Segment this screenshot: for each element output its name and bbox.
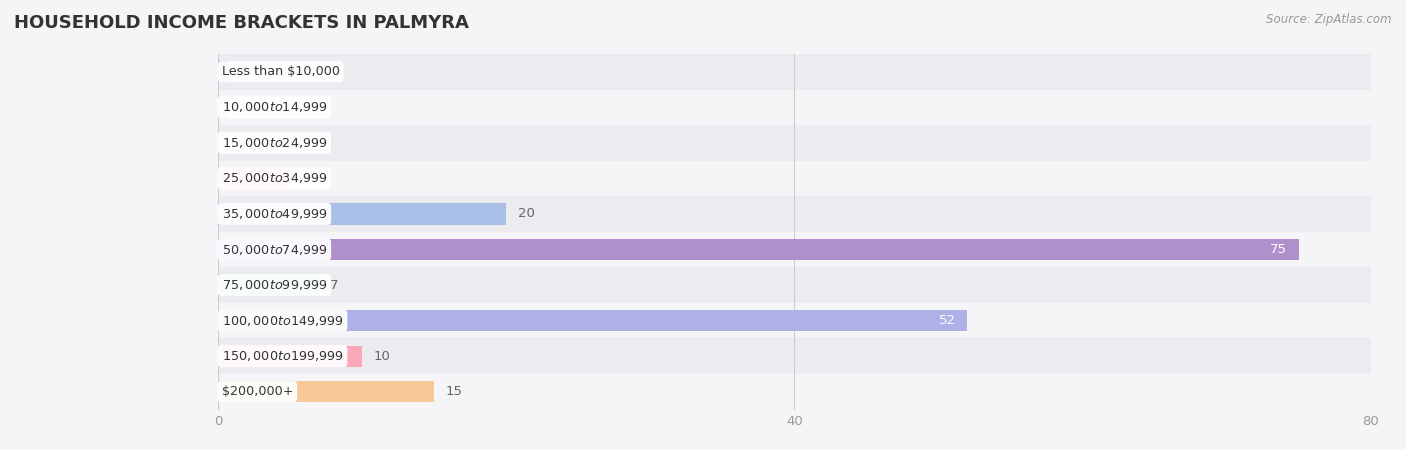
- Bar: [218, 346, 363, 367]
- Bar: [218, 338, 1371, 374]
- Text: 5: 5: [301, 172, 309, 185]
- Text: $15,000 to $24,999: $15,000 to $24,999: [222, 136, 328, 150]
- Bar: [218, 274, 319, 296]
- Bar: [218, 374, 1371, 410]
- Text: $100,000 to $149,999: $100,000 to $149,999: [222, 314, 343, 328]
- Text: 52: 52: [939, 314, 956, 327]
- Text: $25,000 to $34,999: $25,000 to $34,999: [222, 171, 328, 185]
- Bar: [218, 125, 1371, 161]
- Bar: [218, 310, 967, 331]
- Text: 0: 0: [240, 65, 249, 78]
- Text: 0: 0: [240, 136, 249, 149]
- Bar: [218, 303, 1371, 338]
- Text: Less than $10,000: Less than $10,000: [222, 65, 339, 78]
- Text: 10: 10: [374, 350, 391, 363]
- Bar: [218, 54, 1371, 90]
- Bar: [218, 239, 1299, 260]
- Text: $50,000 to $74,999: $50,000 to $74,999: [222, 243, 328, 256]
- Bar: [218, 203, 506, 225]
- Text: $150,000 to $199,999: $150,000 to $199,999: [222, 349, 343, 363]
- Bar: [218, 168, 290, 189]
- Bar: [218, 97, 229, 118]
- Text: $35,000 to $49,999: $35,000 to $49,999: [222, 207, 328, 221]
- Bar: [218, 61, 229, 82]
- Text: $10,000 to $14,999: $10,000 to $14,999: [222, 100, 328, 114]
- Bar: [218, 196, 1371, 232]
- Text: HOUSEHOLD INCOME BRACKETS IN PALMYRA: HOUSEHOLD INCOME BRACKETS IN PALMYRA: [14, 14, 470, 32]
- Bar: [218, 232, 1371, 267]
- Bar: [218, 90, 1371, 125]
- Text: 15: 15: [446, 385, 463, 398]
- Bar: [218, 132, 229, 153]
- Bar: [218, 267, 1371, 303]
- Text: $200,000+: $200,000+: [222, 385, 292, 398]
- Text: 0: 0: [240, 101, 249, 114]
- Bar: [218, 161, 1371, 196]
- Text: 20: 20: [517, 207, 534, 220]
- Text: 7: 7: [330, 279, 339, 292]
- Bar: [218, 381, 434, 402]
- Text: $75,000 to $99,999: $75,000 to $99,999: [222, 278, 328, 292]
- Text: Source: ZipAtlas.com: Source: ZipAtlas.com: [1267, 14, 1392, 27]
- Text: 75: 75: [1270, 243, 1288, 256]
